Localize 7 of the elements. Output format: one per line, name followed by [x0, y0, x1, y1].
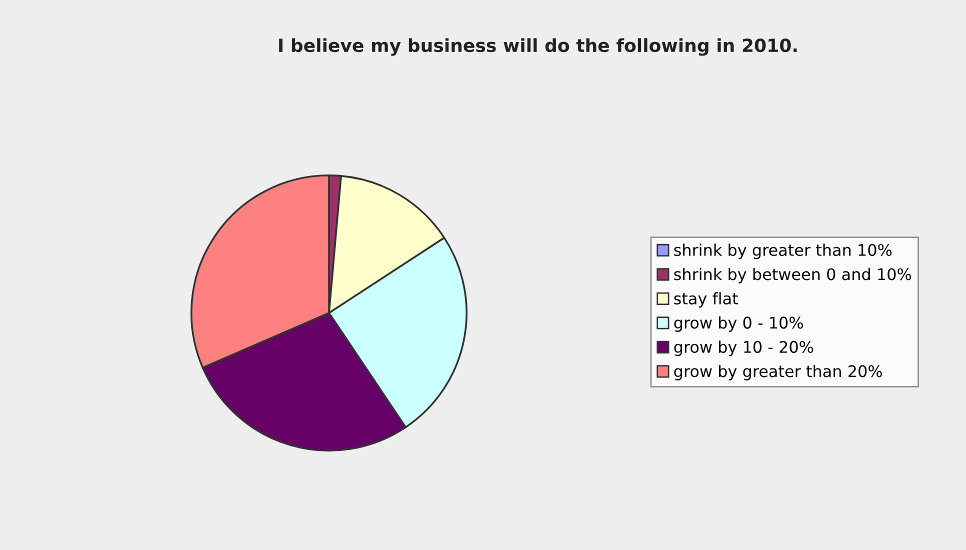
legend-label: shrink by greater than 10%	[674, 244, 892, 260]
chart-title: I believe my business will do the following in 2010.	[279, 38, 797, 56]
legend-label: grow by greater than 20%	[674, 364, 882, 380]
legend-label: shrink by between 0 and 10%	[674, 268, 912, 284]
legend-label: grow by 0 - 10%	[674, 316, 803, 332]
legend-label: grow by 10 - 20%	[674, 340, 814, 356]
legend-label: stay flat	[674, 292, 738, 308]
